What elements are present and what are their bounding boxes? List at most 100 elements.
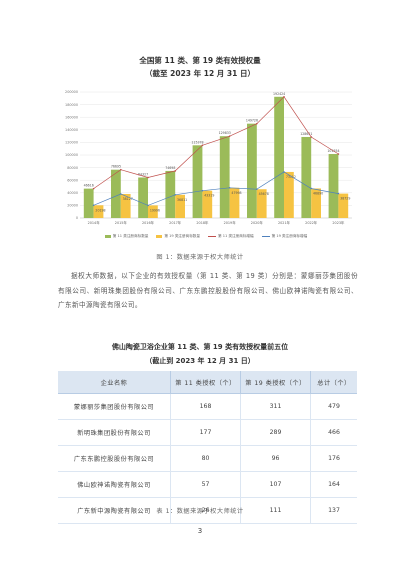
class19-count: 289 (240, 419, 311, 446)
chart-title: 全国第 11 类、第 19 类有效授权量 (139, 56, 261, 65)
data-label: 20198 (95, 208, 105, 212)
chart-caption: 图 1：数据来源于权大师统计 (156, 254, 244, 261)
legend-item: 第 19 类注册商标数量 (156, 234, 200, 239)
bar-class19 (284, 171, 294, 218)
bar-class19 (120, 193, 131, 218)
data-label: 38729 (340, 197, 350, 201)
x-tick-label: 2022年 (305, 220, 318, 225)
class19-count: 96 (240, 445, 311, 472)
bar-class11 (111, 169, 121, 218)
line-point (256, 122, 258, 125)
total-count: 176 (310, 445, 357, 472)
y-tick-label: 200000 (65, 90, 78, 94)
y-tick-label: 40000 (67, 191, 78, 195)
data-label: 45678 (259, 192, 269, 196)
bar-class11 (301, 136, 312, 218)
class11-count: 168 (170, 393, 241, 420)
data-label: 129833 (219, 131, 231, 135)
x-tick-label: 2016年 (142, 220, 155, 225)
x-tick-label: 2020年 (251, 220, 264, 225)
line-class19 (93, 171, 339, 206)
data-label: 115378 (191, 140, 203, 144)
class19-count: 107 (240, 471, 311, 498)
bar-class11 (83, 188, 94, 218)
company-name: 新明珠集团股份有限公司 (58, 419, 171, 446)
total-count: 466 (310, 419, 357, 446)
bar-class11 (247, 123, 257, 218)
company-name: 蒙娜丽莎集团股份有限公司 (58, 393, 171, 420)
class11-count: 80 (170, 445, 241, 472)
data-label: 36811 (177, 198, 187, 202)
line-point (283, 95, 285, 98)
data-label: 47998 (231, 191, 241, 195)
line-point (337, 192, 340, 195)
data-label: 74698 (165, 166, 175, 170)
x-tick-label: 2017年 (169, 220, 182, 225)
data-label: 46616 (84, 184, 94, 188)
y-tick-label: 160000 (65, 115, 78, 119)
table-row: 新明珠集团股份有限公司 177 289 466 (58, 419, 357, 446)
y-tick-label: 0 (76, 216, 78, 220)
data-label: 73112 (286, 175, 296, 179)
total-count: 479 (310, 393, 357, 420)
bar-class19 (175, 194, 185, 218)
line-point (120, 193, 122, 195)
class19-count: 311 (240, 393, 311, 420)
data-label: 46890 (313, 191, 323, 195)
data-label: 192424 (273, 92, 285, 96)
table-row: 广东新中源陶瓷有限公司 26 111 137 (58, 497, 357, 524)
line-class11 (93, 96, 339, 189)
y-tick-label: 180000 (65, 103, 78, 107)
bar-class11 (328, 154, 339, 218)
line-point (92, 204, 95, 207)
x-tick-label: 2019年 (224, 220, 237, 225)
total-count: 137 (310, 497, 357, 524)
y-tick-label: 60000 (67, 178, 78, 182)
x-tick-label: 2023年 (332, 220, 345, 225)
data-label: 19996 (150, 208, 160, 212)
table-header-row: 企业名称 第 11 类授权（个） 第 19 类授权（个） 总计（个） (58, 371, 357, 394)
line-point (147, 176, 149, 179)
class19-count: 111 (240, 497, 311, 524)
y-tick-label: 20000 (67, 204, 78, 208)
line-point (256, 188, 258, 191)
bar-class11 (274, 96, 284, 218)
bar-class11 (192, 145, 203, 218)
bar-line-chart: 0 20000 40000 60000 80000 100000 120000 140000 1… (65, 90, 352, 225)
x-tick-label: 2014年 (88, 220, 101, 225)
col-header-total: 总计（个） (310, 371, 357, 394)
bar-class19 (338, 193, 349, 218)
bar-class19 (202, 190, 213, 218)
legend-item: 第 11 类注册商标增幅 (208, 234, 254, 239)
data-label: 76695 (111, 165, 121, 169)
data-label: 149726 (246, 119, 258, 123)
chart-subtitle: （截至 2023 年 12 月 31 日） (145, 69, 255, 78)
line-point (201, 189, 204, 192)
y-tick-label: 120000 (65, 141, 78, 145)
y-tick-label: 80000 (67, 166, 78, 170)
table-row: 广东东鹏控股股份有限公司 80 96 176 (58, 445, 357, 472)
line-point (92, 187, 95, 190)
x-tick-label: 2021年 (278, 220, 291, 225)
table-caption: 表 1：数据来源于权大师统计 (156, 508, 244, 515)
data-label: 43319 (204, 194, 214, 198)
line-point (310, 187, 312, 190)
line-point (201, 144, 204, 147)
col-header-class11: 第 11 类授权（个） (170, 371, 241, 394)
line-point (120, 168, 122, 171)
class11-count: 57 (170, 471, 241, 498)
bar-class19 (229, 187, 240, 218)
bar-class11 (219, 136, 230, 218)
data-label: 38127 (123, 197, 133, 201)
legend-item: 第 19 类注册商标增幅 (261, 234, 307, 239)
page-number: 3 (197, 527, 203, 535)
line-point (228, 186, 231, 189)
class11-count: 177 (170, 419, 241, 446)
bar-class19 (148, 205, 158, 218)
line-point (174, 194, 176, 196)
table-title: 佛山陶瓷卫浴企业第 11 类、第 19 类有效授权量前五位 (111, 343, 289, 351)
data-label: 64327 (138, 172, 148, 176)
chart-legend: 第 11 类注册商标数量 第 19 类注册商标数量 第 11 类注册商标增幅 第… (56, 234, 356, 239)
x-tick-label: 2015年 (115, 220, 128, 225)
